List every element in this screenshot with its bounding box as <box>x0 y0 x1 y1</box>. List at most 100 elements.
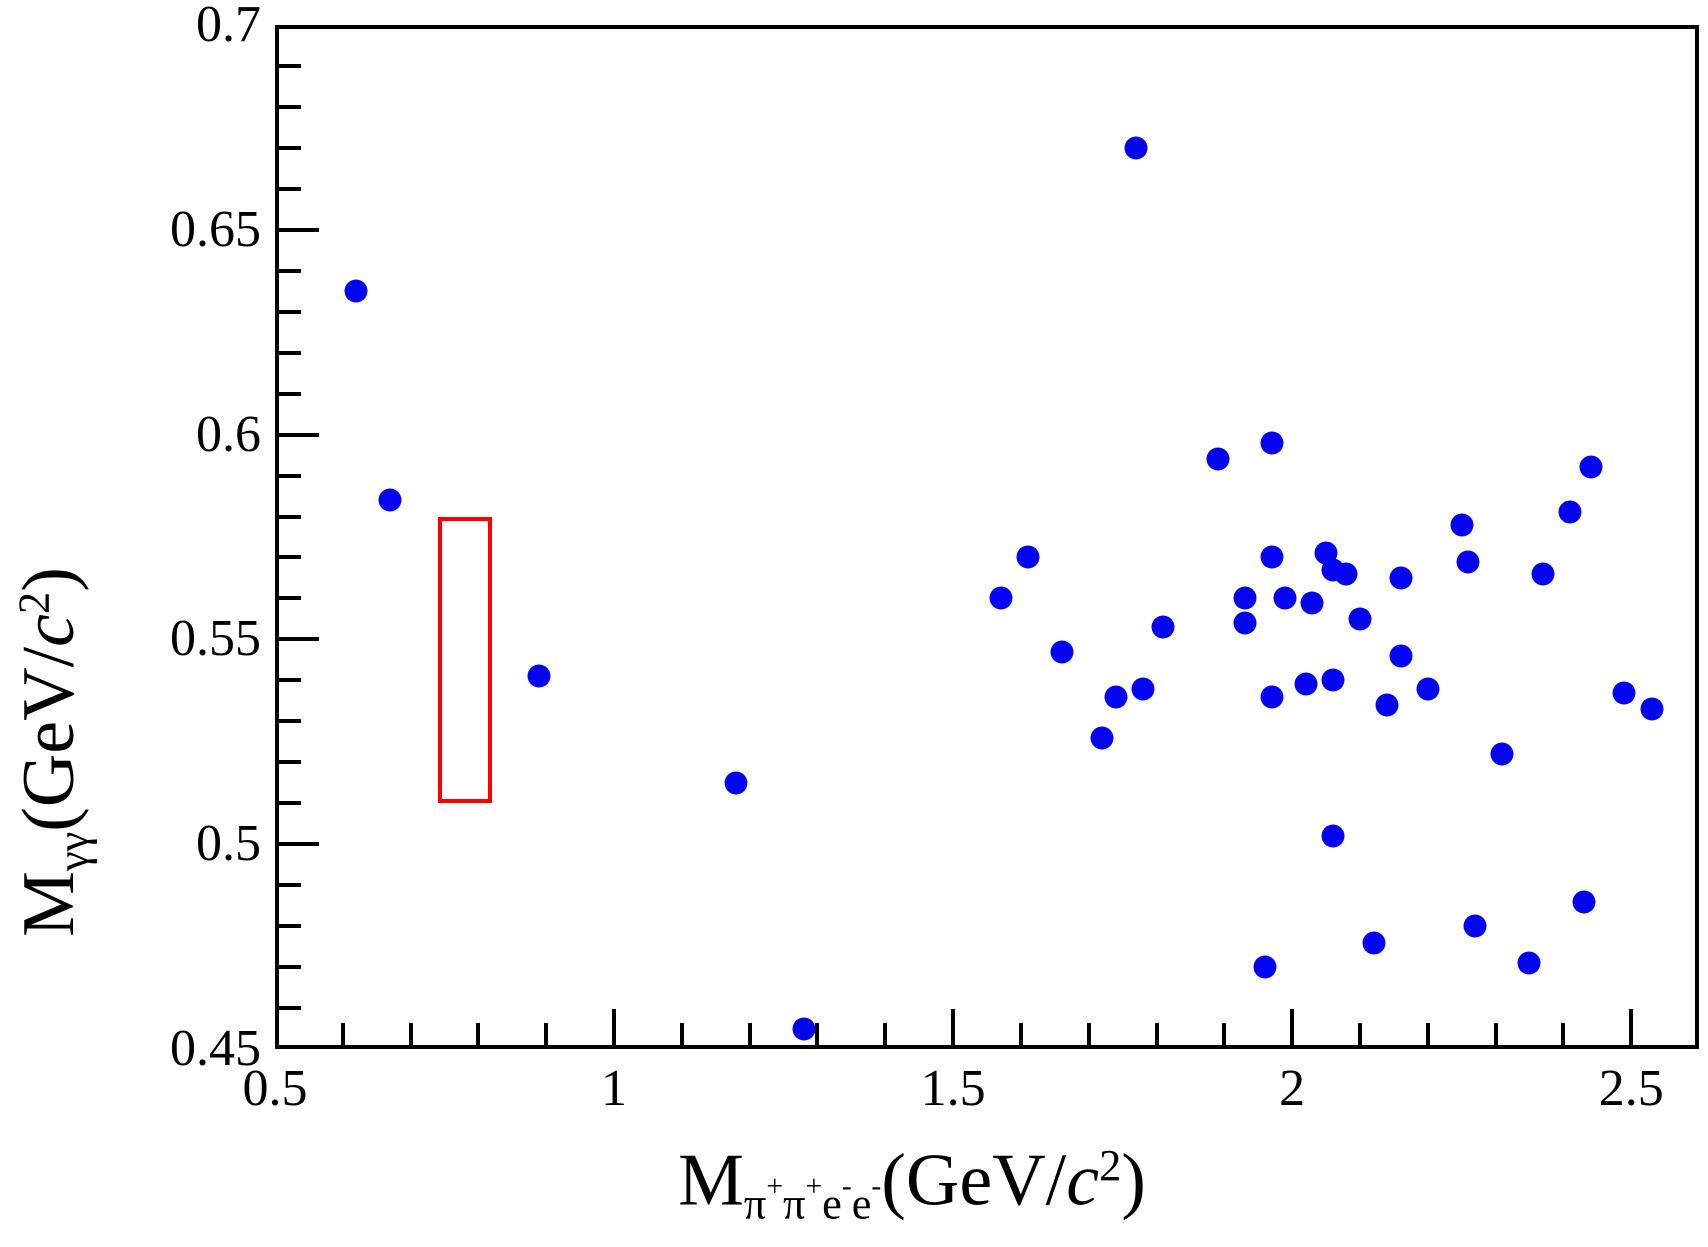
data-point <box>378 488 402 512</box>
data-point <box>1253 955 1277 979</box>
axis-title-segment: + <box>766 1170 784 1203</box>
x-minor-tick <box>1357 1023 1362 1045</box>
data-point <box>1260 431 1284 455</box>
y-minor-tick <box>279 268 301 273</box>
axis-title-segment: 2 <box>1099 1140 1122 1190</box>
axis-title-segment: e <box>822 1178 842 1229</box>
x-major-tick <box>1629 1009 1634 1045</box>
axis-title-segment: π <box>783 1178 806 1229</box>
data-point <box>989 586 1013 610</box>
y-minor-tick <box>279 801 301 806</box>
x-minor-tick <box>476 1023 481 1045</box>
x-minor-tick <box>1154 1023 1159 1045</box>
data-point <box>792 1017 816 1041</box>
data-point <box>1572 890 1596 914</box>
x-minor-tick <box>544 1023 549 1045</box>
x-minor-tick <box>408 1023 413 1045</box>
y-tick-label: 0.45 <box>170 1020 261 1077</box>
data-point <box>1490 742 1514 766</box>
data-point <box>1294 672 1318 696</box>
x-tick-label: 1.5 <box>920 1060 986 1117</box>
axis-title-segment: (GeV/ <box>881 1139 1067 1222</box>
y-major-tick <box>279 637 319 642</box>
signal-region-box <box>437 516 492 804</box>
x-minor-tick <box>1425 1023 1430 1045</box>
y-minor-tick <box>279 514 301 519</box>
data-point <box>1579 455 1602 479</box>
axis-title-segment: 2 <box>8 591 59 615</box>
x-major-tick <box>1290 1009 1295 1045</box>
axis-title-segment: ) <box>8 567 91 592</box>
axis-title-segment: π <box>743 1178 767 1229</box>
y-minor-tick <box>279 555 301 560</box>
y-minor-tick <box>279 145 301 150</box>
data-point <box>1416 677 1440 701</box>
data-point <box>724 771 748 795</box>
y-axis-title: Mγγ(GeV/c2) <box>0 567 109 937</box>
data-point <box>1260 545 1284 569</box>
data-point <box>527 664 551 688</box>
data-point <box>1233 586 1257 610</box>
x-tick-label: 1 <box>601 1060 628 1117</box>
y-minor-tick <box>279 719 301 724</box>
y-minor-tick <box>279 309 301 314</box>
y-minor-tick <box>279 186 301 191</box>
y-minor-tick <box>279 391 301 396</box>
data-point <box>1104 685 1128 709</box>
data-point <box>1389 644 1413 668</box>
x-minor-tick <box>679 1023 684 1045</box>
data-point <box>1334 562 1358 586</box>
data-point <box>1260 685 1284 709</box>
data-point <box>1321 824 1345 848</box>
x-minor-tick <box>883 1023 888 1045</box>
y-major-tick <box>279 842 319 847</box>
x-minor-tick <box>1222 1023 1227 1045</box>
data-point <box>1124 136 1148 160</box>
data-point <box>1206 447 1230 471</box>
axis-title-segment: - <box>871 1170 882 1203</box>
data-point <box>1151 615 1175 639</box>
x-minor-tick <box>1018 1023 1023 1045</box>
axis-title-segment: - <box>841 1170 852 1203</box>
data-point <box>1233 611 1257 635</box>
data-point <box>1050 640 1074 664</box>
y-minor-tick <box>279 760 301 765</box>
y-minor-tick <box>279 473 301 478</box>
axis-title-segment: ) <box>1121 1139 1146 1222</box>
x-minor-tick <box>1493 1023 1498 1045</box>
axis-title-segment: (GeV/ <box>8 646 91 832</box>
data-point <box>1016 545 1040 569</box>
data-point <box>1531 562 1555 586</box>
y-minor-tick <box>279 596 301 601</box>
data-point <box>1300 591 1324 615</box>
data-point <box>1362 931 1385 954</box>
axis-title-segment: + <box>805 1170 823 1203</box>
y-minor-tick <box>279 63 301 68</box>
axis-title-segment: c <box>1066 1139 1100 1222</box>
data-point <box>1131 677 1155 701</box>
axis-title-segment: M <box>678 1139 744 1222</box>
y-tick-label: 0.55 <box>170 610 261 668</box>
y-tick-label: 0.5 <box>196 815 261 873</box>
y-minor-tick <box>279 350 301 355</box>
y-tick-label: 0.6 <box>196 405 261 463</box>
data-point <box>1612 681 1636 705</box>
y-minor-tick <box>279 965 301 970</box>
axis-title-segment: γγ <box>47 831 98 872</box>
x-tick-label: 0.5 <box>242 1060 308 1117</box>
data-point <box>1456 550 1480 574</box>
y-minor-tick <box>279 924 301 929</box>
x-minor-tick <box>340 1023 345 1045</box>
axis-title-segment: e <box>851 1178 872 1229</box>
data-point <box>1517 951 1541 975</box>
y-minor-tick <box>279 104 301 109</box>
x-minor-tick <box>747 1023 752 1045</box>
x-tick-label: 2 <box>1279 1060 1306 1117</box>
x-minor-tick <box>1086 1023 1091 1045</box>
y-tick-label: 0.7 <box>196 0 261 53</box>
data-point <box>1273 586 1297 610</box>
data-point <box>1558 500 1582 524</box>
x-axis-title: Mπ+π+e-e-(GeV/c2) <box>678 1128 1146 1241</box>
data-point <box>1321 668 1345 692</box>
